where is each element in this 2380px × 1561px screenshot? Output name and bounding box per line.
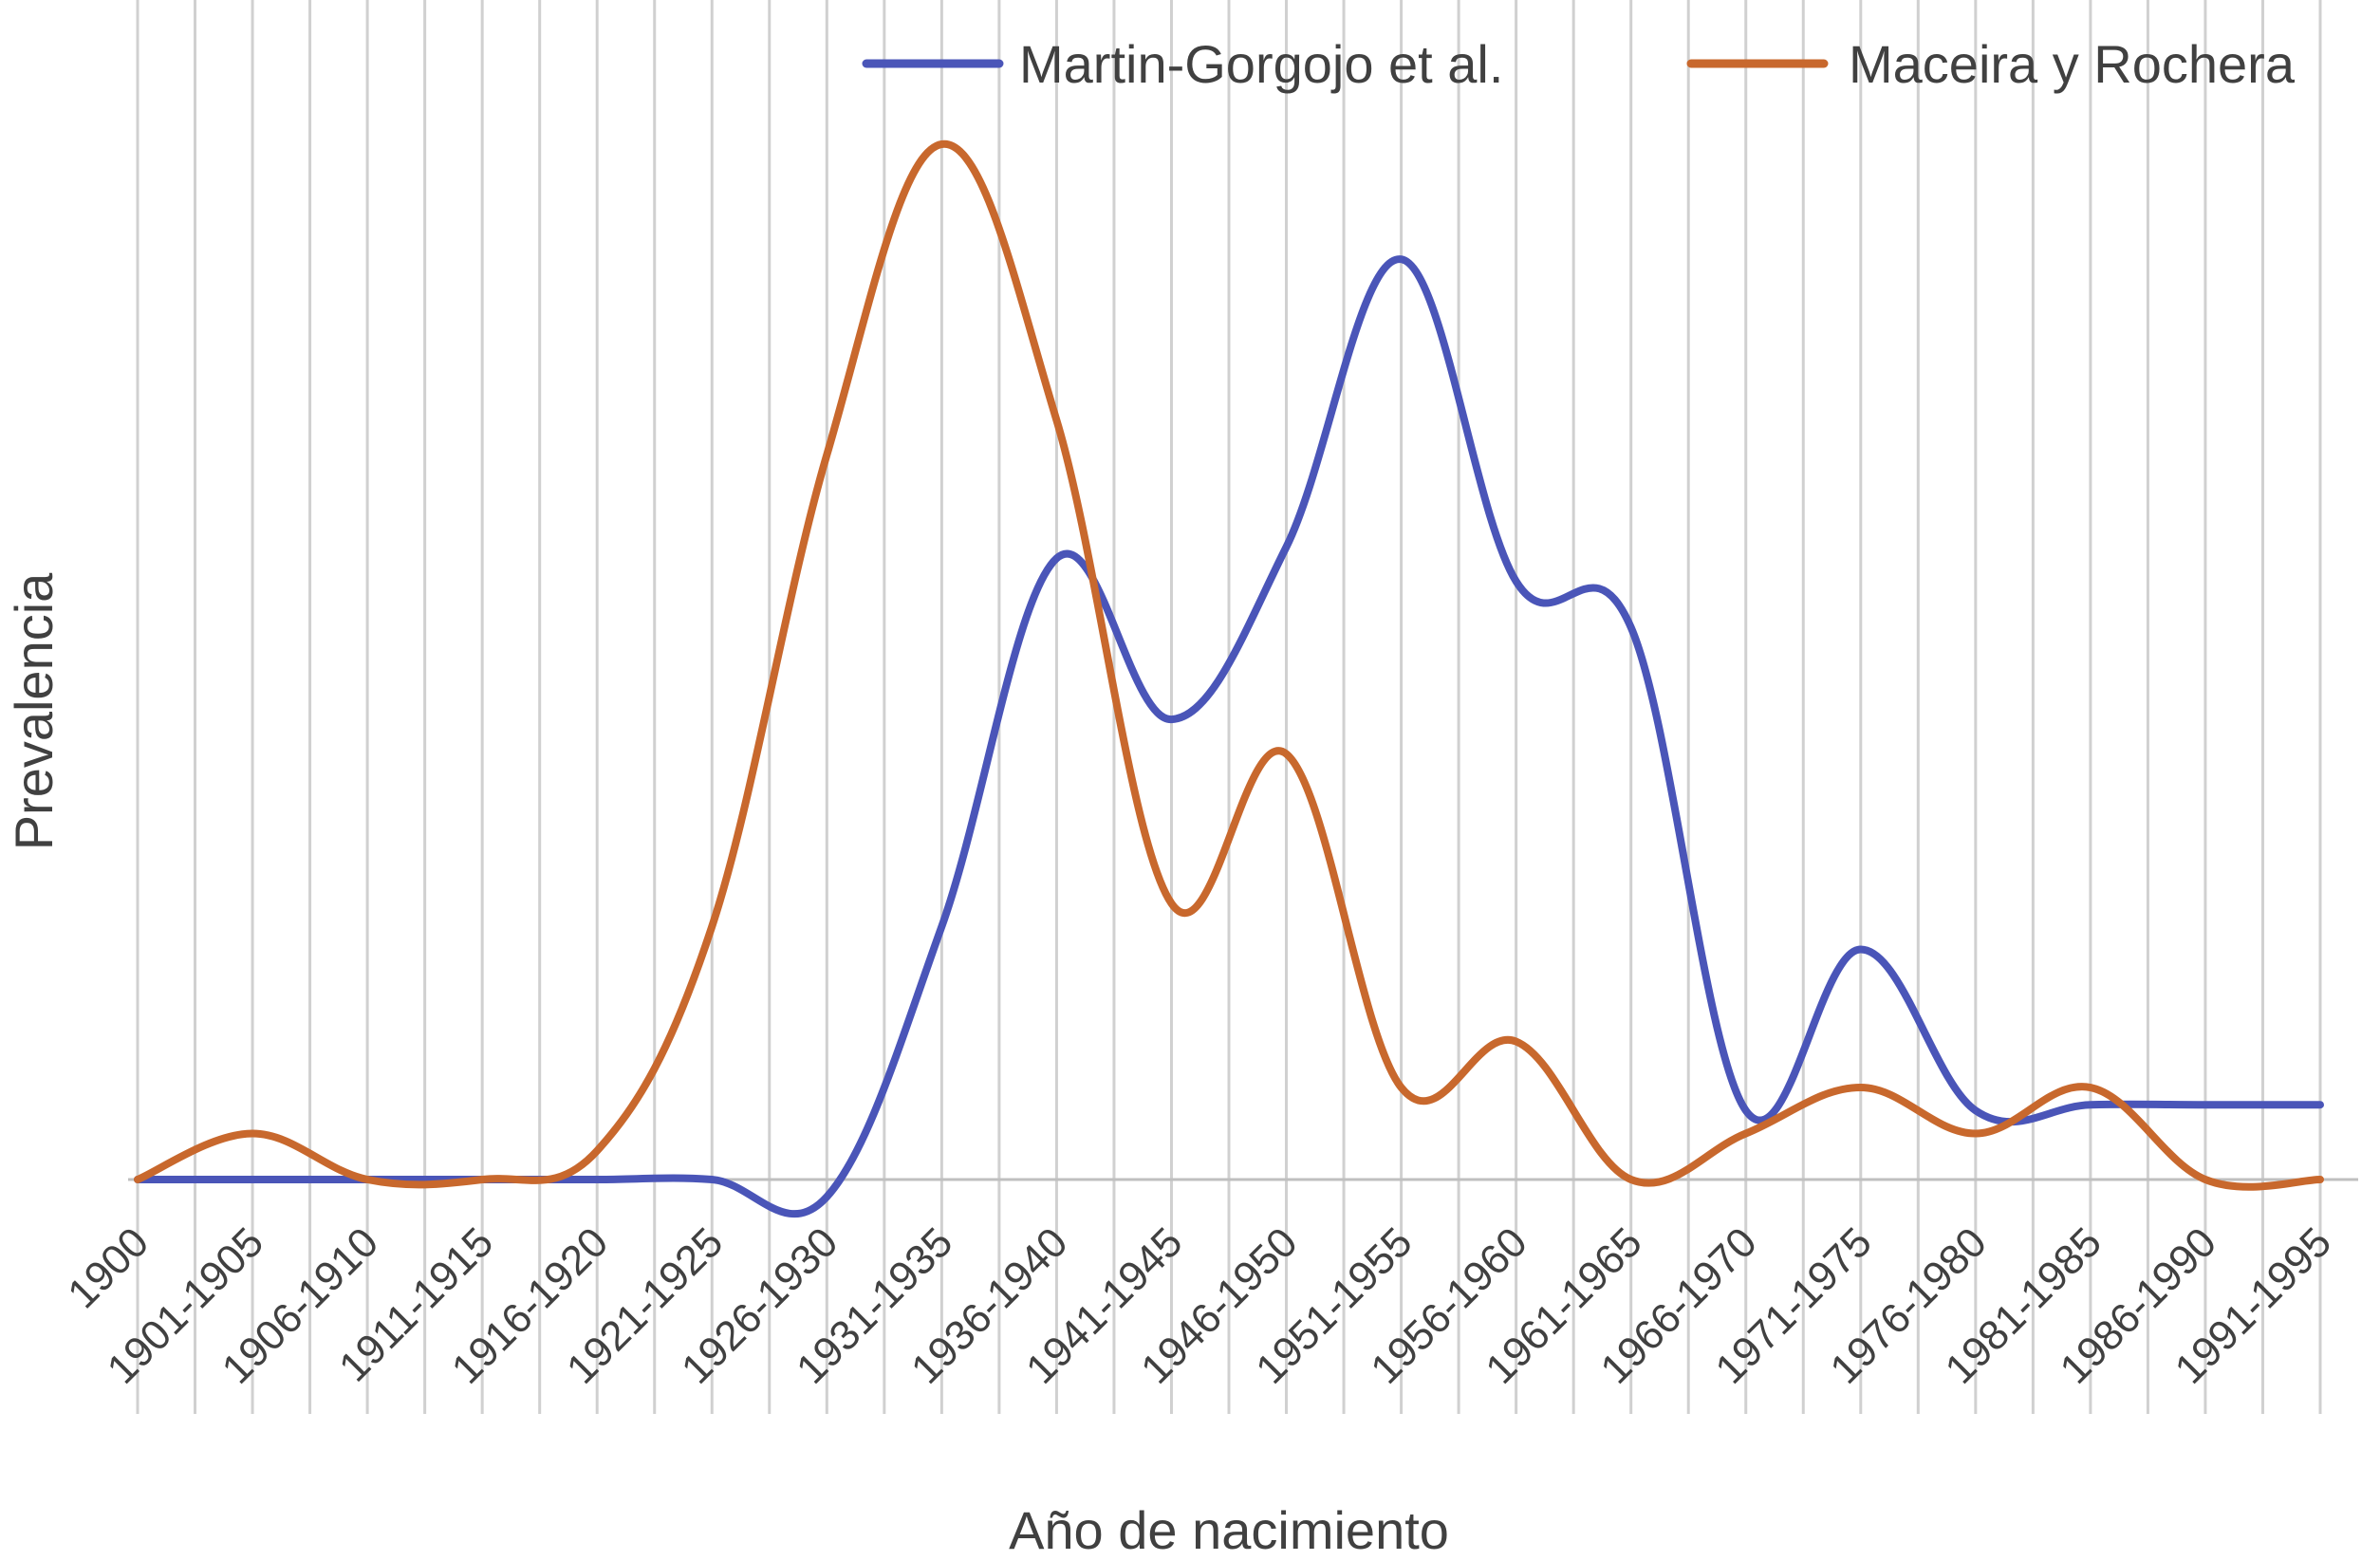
series-line-2 (134, 139, 2324, 1191)
series-line-1 (134, 255, 2324, 1218)
x-axis-title: Año de nacimiento (1009, 1500, 1449, 1560)
series-lines (134, 139, 2324, 1218)
legend-label-2: Maceira y Rochera (1849, 34, 2296, 94)
legend-label-1: Martin-Gorgojo et al. (1019, 34, 1503, 94)
y-axis-title: Prevalencia (4, 572, 64, 850)
x-tick-labels: 19001901-19051906-19101911-19151916-1920… (59, 1218, 2340, 1392)
x-tick-label: 1900 (59, 1218, 158, 1317)
legend: Martin-Gorgojo et al. Maceira y Rochera (862, 34, 2296, 94)
grid-lines (136, 0, 2322, 1414)
